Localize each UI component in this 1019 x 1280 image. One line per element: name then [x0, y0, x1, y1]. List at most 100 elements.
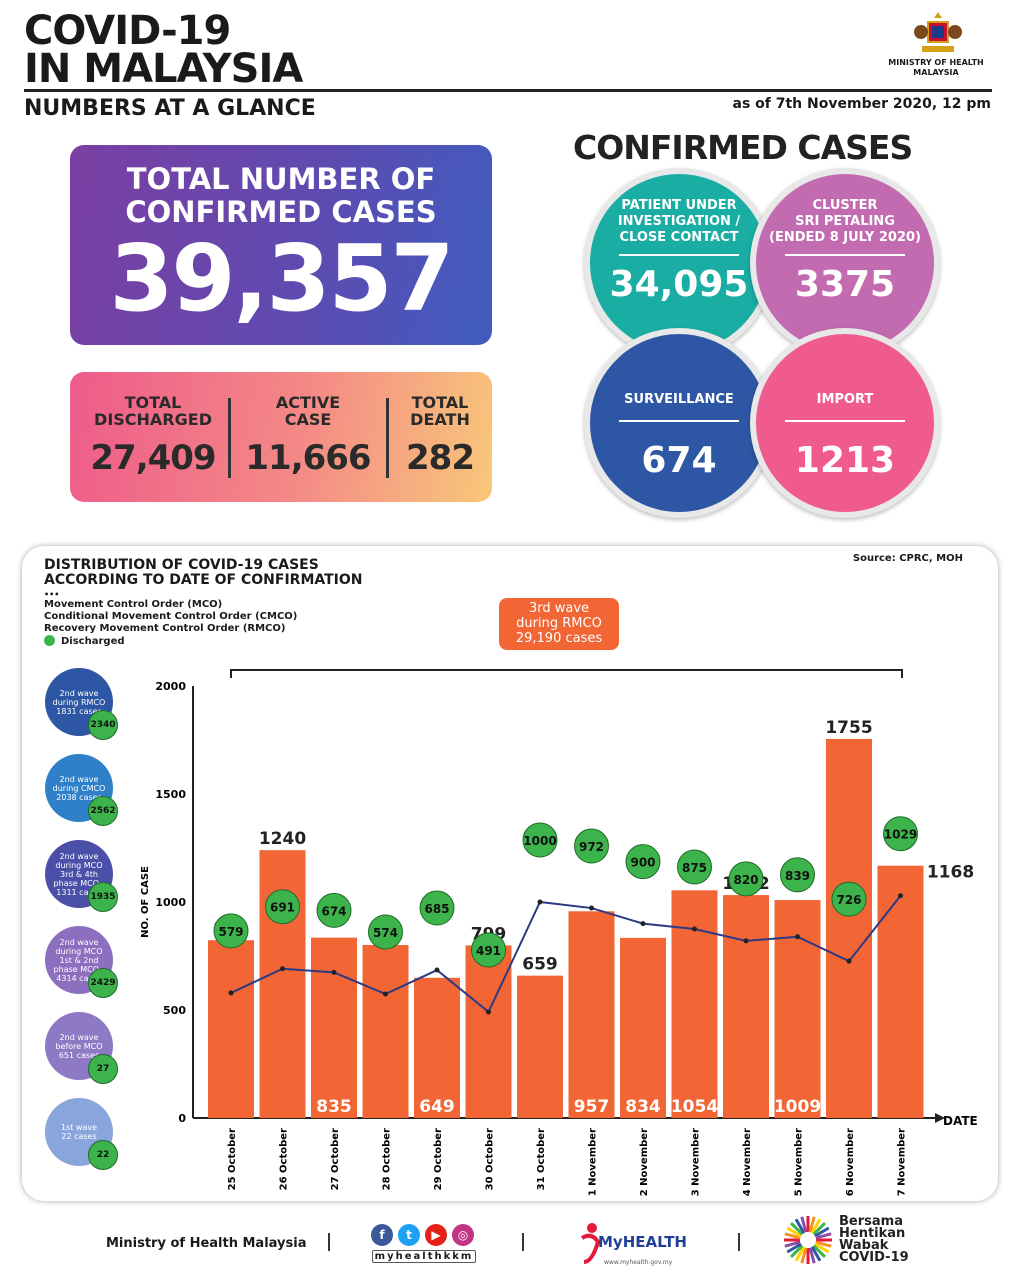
x-axis-arrow-icon [935, 1113, 945, 1123]
wave-label: 3rd & 4th [60, 869, 98, 879]
wave-label: 1831 cases [56, 706, 102, 716]
x-tick-label: 28 October [382, 1128, 393, 1190]
discharged-point [846, 958, 852, 964]
sunburst-ray [812, 1221, 827, 1236]
discharged-point [486, 1009, 491, 1015]
source-note: Source: CPRC, MOH [852, 553, 963, 564]
death-stat: TOTAL DEATH 282 [392, 394, 488, 478]
circle-label: CLOSE CONTACT [619, 230, 739, 245]
bar-value-label: 649 [419, 1097, 455, 1117]
twitter-icon[interactable]: t [398, 1224, 420, 1246]
bar-value-label: 1054 [671, 1097, 718, 1117]
sunburst-ray [784, 1232, 801, 1240]
wave-label: 22 cases [61, 1132, 97, 1141]
discharged-value-label: 1029 [884, 828, 917, 842]
wave-label: 2nd wave [59, 937, 99, 947]
y-tick-label: 0 [178, 1112, 186, 1125]
wave-label: before MCO [55, 1041, 103, 1051]
legend-rmco: Recovery Movement Control Order (RMCO) [44, 623, 286, 634]
facebook-icon[interactable]: f [371, 1224, 393, 1246]
discharged-badge [625, 844, 661, 880]
title-line-2: IN MALAYSIA [24, 46, 303, 92]
wave-discharged-badge: 27 [88, 1054, 118, 1084]
discharged-badge [419, 890, 455, 926]
active-stat: ACTIVE CASE 11,666 [233, 394, 383, 478]
sunburst-ray [810, 1246, 822, 1262]
footer-ministry: Ministry of Health Malaysia [106, 1236, 307, 1251]
wave-label: 4314 cases [56, 973, 102, 983]
wave-label: 651 cases [58, 1050, 100, 1060]
circle-label: PATIENT UNDER [621, 198, 737, 213]
discharged-point [383, 991, 388, 997]
x-tick-label: 29 October [433, 1128, 444, 1190]
circle-close-contact: PATIENT UNDER INVESTIGATION / CLOSE CONT… [584, 168, 774, 358]
discharged-point [331, 969, 337, 975]
wave-label: during MCO [55, 860, 103, 870]
bar [311, 937, 357, 1118]
campaign-line: COVID-19 [839, 1250, 909, 1265]
x-tick-label: 7 November [897, 1128, 908, 1196]
discharged-badge [265, 889, 300, 925]
instagram-icon[interactable]: ◎ [452, 1224, 474, 1246]
wave3-line: 3rd wave [528, 601, 590, 616]
ministry-line-2: MALAYSIA [913, 68, 959, 77]
social-handle[interactable]: myhealthkkm [372, 1250, 476, 1263]
stat-divider [228, 398, 231, 478]
legend-discharged: Discharged [44, 635, 297, 648]
circle-divider [619, 254, 739, 256]
bar [568, 911, 615, 1118]
stat-value: 282 [406, 438, 475, 478]
x-tick-label: 27 October [330, 1128, 341, 1190]
total-label-line-1: TOTAL NUMBER OF [126, 162, 436, 196]
wave-bubble: 2nd wave during MCO 3rd & 4th phase MCO -13… [45, 840, 113, 908]
discharged-point [795, 934, 800, 940]
ministry-label: MINISTRY OF HEALTH MALAYSIA [881, 58, 991, 78]
discharged-value-label: 1000 [523, 834, 556, 848]
x-tick-label: 6 November [845, 1128, 856, 1196]
legend-dots: ••• [44, 590, 60, 599]
x-tick-label: 3 November [691, 1128, 702, 1196]
bar-value-label: 1755 [825, 718, 872, 738]
x-axis-label: DATE [943, 1114, 978, 1128]
x-tick-label: 31 October [536, 1128, 547, 1190]
stat-label: DEATH [410, 410, 470, 429]
sunburst-ray [808, 1247, 816, 1264]
discharged-badge [316, 892, 352, 928]
discharged-value-label: 491 [476, 944, 501, 958]
sunburst-ray [800, 1247, 808, 1264]
discharged-line [230, 895, 902, 1014]
case-status-card: TOTAL DISCHARGED 27,409 ACTIVE CASE 11,6… [70, 372, 492, 502]
discharged-point [589, 905, 594, 911]
discharged-value-label: 900 [630, 856, 655, 870]
discharged-badge [831, 881, 867, 917]
stat-label: TOTAL [124, 393, 182, 412]
wave-discharged-badge: 22 [88, 1140, 118, 1170]
wave-label: during MCO [55, 946, 103, 956]
bar-value-label: 659 [522, 955, 558, 975]
bar [620, 937, 666, 1118]
x-tick-label: 26 October [279, 1128, 290, 1190]
youtube-icon[interactable]: ▶ [425, 1224, 447, 1246]
discharged-badge [471, 932, 506, 968]
discharged-value-label: 691 [270, 901, 295, 915]
bar [465, 945, 512, 1118]
bar-value-label: 1168 [927, 863, 974, 883]
bar [414, 977, 460, 1118]
discharged-badge [677, 849, 712, 885]
discharged-badge [574, 828, 609, 864]
confirmed-cases-title: CONFIRMED CASES [573, 128, 913, 167]
sunburst-ray [794, 1218, 806, 1234]
stat-label: CASE [284, 410, 332, 429]
myhealth-logo-text: MyHEALTH [598, 1233, 687, 1251]
wave-label: 2nd wave [59, 1032, 99, 1042]
bar [826, 738, 872, 1118]
circle-value: 3375 [794, 264, 896, 305]
bar-value-label: 1009 [774, 1097, 821, 1117]
campaign-sunburst-icon [784, 1216, 832, 1264]
discharged-badge [368, 914, 403, 950]
wave-label: during CMCO [52, 783, 106, 793]
x-tick-label: 1 November [588, 1128, 599, 1196]
campaign-line: Hentikan [839, 1226, 906, 1241]
discharged-value-label: 579 [218, 925, 243, 939]
footer-divider [522, 1233, 524, 1251]
